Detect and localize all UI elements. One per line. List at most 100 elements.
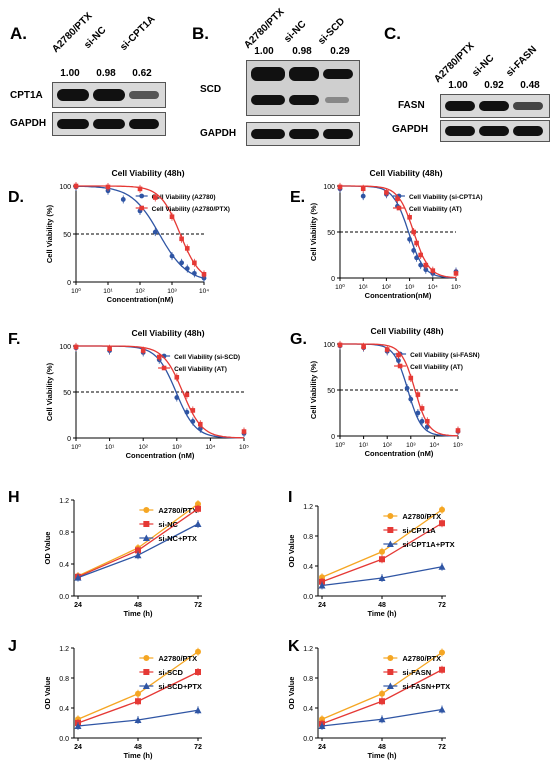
- panel-label: I: [288, 489, 292, 506]
- x-axis-label: Concentration(nM): [107, 295, 174, 304]
- row-label-fasn: FASN: [398, 100, 425, 111]
- data-point: [179, 236, 184, 242]
- legend-swatch: [143, 655, 150, 661]
- data-point: [134, 551, 142, 559]
- density-value: 1.00: [448, 80, 468, 91]
- x-axis-label: Concentration (nM): [126, 451, 195, 460]
- y-tick-label: 50: [327, 388, 335, 395]
- blot-band: [445, 101, 475, 111]
- x-tick-label: 48: [134, 744, 142, 751]
- x-tick-label: 10³: [172, 444, 182, 451]
- x-tick-label: 10⁰: [71, 287, 81, 295]
- x-tick-label: 10²: [382, 284, 392, 291]
- x-tick-label: 10⁴: [199, 288, 209, 295]
- density-value: 0.98: [292, 46, 312, 57]
- blot-band: [479, 101, 509, 111]
- blot-band: [129, 91, 159, 99]
- data-point: [201, 272, 207, 277]
- data-point: [120, 197, 126, 202]
- x-tick-label: 10³: [167, 288, 177, 295]
- blot-strip-cpt1a: [52, 82, 166, 108]
- data-point: [337, 342, 343, 348]
- density-value: 0.48: [520, 80, 540, 91]
- y-tick-label: 0.0: [59, 736, 69, 743]
- panel-label-c: C.: [384, 24, 401, 43]
- x-tick-label: 72: [194, 744, 202, 751]
- data-point: [408, 396, 414, 402]
- data-point: [169, 253, 175, 259]
- x-tick-label: 24: [318, 744, 326, 751]
- data-point: [74, 574, 82, 581]
- legend-label: A2780/PTX: [158, 654, 197, 663]
- data-point: [73, 344, 79, 350]
- row-label-scd: SCD: [200, 84, 222, 95]
- panel-label: F.: [8, 331, 20, 348]
- data-point: [408, 375, 414, 381]
- legend-label: Cell Viability (si-CPT1A): [409, 194, 483, 201]
- x-tick-label: 24: [74, 602, 82, 609]
- data-point: [179, 260, 185, 266]
- legend-label: Cell Viability (AT): [409, 206, 462, 213]
- x-axis-label: Time (h): [367, 609, 397, 618]
- data-point: [423, 267, 429, 273]
- data-point: [135, 698, 141, 705]
- data-point: [360, 193, 366, 199]
- x-tick-label: 10⁴: [205, 444, 215, 451]
- legend-label: si-FASN+PTX: [402, 682, 450, 691]
- y-tick-label: 50: [63, 232, 71, 239]
- blot-band: [289, 95, 319, 105]
- y-axis-label: OD Value: [287, 677, 296, 710]
- data-point: [156, 354, 162, 360]
- chart-title: Cell Viability (48h): [370, 326, 443, 336]
- blot-band: [323, 129, 353, 139]
- y-tick-label: 0.8: [303, 534, 313, 541]
- y-tick-label: 0.4: [303, 706, 313, 713]
- data-point: [423, 262, 429, 268]
- y-tick-label: 0: [331, 276, 335, 283]
- blot-band: [251, 95, 285, 105]
- data-point: [73, 183, 79, 189]
- panel-label: G.: [290, 331, 307, 348]
- x-tick-label: 10⁰: [71, 443, 81, 451]
- x-tick-label: 72: [438, 744, 446, 751]
- x-tick-label: 10¹: [105, 444, 115, 451]
- legend-label: si-SCD: [158, 668, 183, 677]
- panel-label: D.: [8, 189, 24, 206]
- data-point: [184, 266, 190, 271]
- legend-swatch: [397, 363, 403, 369]
- blot-band: [289, 129, 319, 139]
- data-point: [169, 214, 175, 220]
- density-value: 1.00: [254, 46, 274, 57]
- y-tick-label: 1.2: [303, 504, 313, 511]
- y-tick-label: 0.0: [303, 736, 313, 743]
- y-tick-label: 0: [67, 436, 71, 443]
- data-point: [190, 408, 196, 413]
- blot-band: [251, 129, 285, 139]
- data-point: [337, 184, 343, 190]
- x-tick-label: 10³: [406, 442, 416, 449]
- blot-strip-gapdh: [440, 120, 550, 142]
- legend-swatch: [142, 682, 150, 689]
- blot-band: [513, 126, 543, 136]
- data-point: [438, 706, 446, 713]
- data-point: [418, 252, 423, 258]
- density-value: 0.62: [132, 68, 152, 79]
- x-tick-label: 10⁴: [429, 442, 439, 449]
- data-point: [439, 520, 445, 527]
- y-tick-label: 0.4: [59, 706, 69, 713]
- x-tick-label: 24: [74, 744, 82, 751]
- fit-curve: [76, 345, 244, 439]
- panel-label-b: B.: [192, 24, 209, 43]
- data-point: [453, 271, 459, 276]
- data-point: [414, 240, 419, 246]
- legend-label: si-NC: [158, 520, 178, 529]
- x-tick-label: 10²: [382, 442, 392, 449]
- x-tick-label: 72: [438, 602, 446, 609]
- data-point: [137, 186, 143, 192]
- y-tick-label: 0.4: [59, 562, 69, 569]
- y-axis-label: Cell Viability (%): [45, 204, 54, 263]
- legend-swatch: [387, 655, 394, 661]
- y-tick-label: 1.2: [59, 646, 69, 653]
- legend-swatch: [139, 193, 145, 199]
